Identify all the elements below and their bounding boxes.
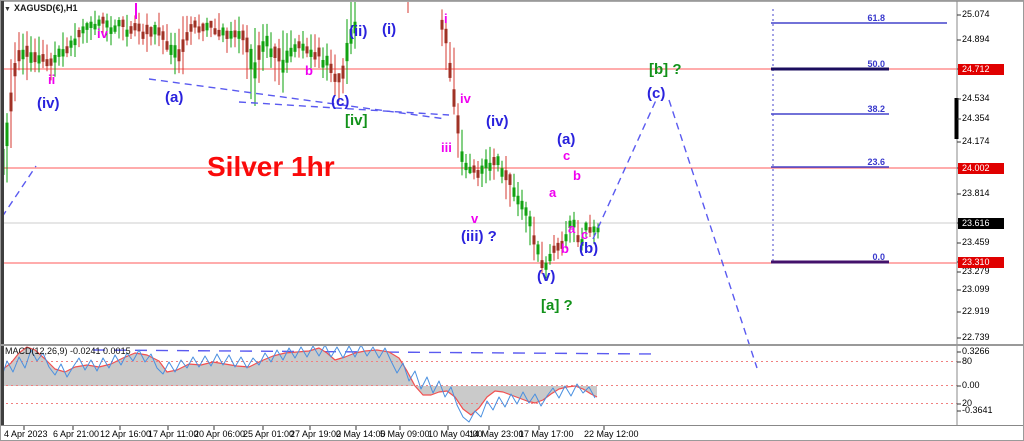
chart-title-text: XAGUSD(€),H1 <box>13 3 78 13</box>
candlesticks <box>1 2 600 279</box>
wave-label-magenta: b <box>305 63 313 78</box>
wave-label-magenta: b <box>561 241 569 256</box>
fib-level-label: 0.0 <box>872 252 885 262</box>
time-axis-label: 22 May 12:00 <box>584 429 639 439</box>
axis-price-label: 20 <box>962 398 973 408</box>
axis-price-label: 24.894 <box>962 34 990 44</box>
left-border <box>1 1 4 425</box>
time-axis-label: 10 May 04:00 <box>428 429 483 439</box>
axis-price-label: 23.279 <box>962 266 990 276</box>
price-badge-red: 24.712 <box>958 64 1004 75</box>
axis-price-label: 24.174 <box>962 136 990 146</box>
wave-label-blue: (a) <box>557 131 576 148</box>
axis-price-label: 24.354 <box>962 113 990 123</box>
wave-label-blue: (iv) <box>486 113 509 130</box>
axis-price-label: 22.919 <box>962 306 990 316</box>
time-axis-label: 2 May 14:00 <box>336 429 386 439</box>
time-axis-label: 5 May 09:00 <box>380 429 430 439</box>
panel-separator <box>1 344 1023 346</box>
top-border <box>1 1 1023 2</box>
wave-label-blue: (a) <box>165 89 184 106</box>
wave-label-magenta: c <box>563 148 571 163</box>
trendline-dashed <box>668 99 758 369</box>
wave-label-blue: (iii) ? <box>461 228 497 245</box>
axis-price-label: 23.814 <box>962 188 990 198</box>
wave-label-magenta: a <box>549 185 557 200</box>
symbol-dropdown-caret-icon[interactable]: ▼ <box>4 6 11 13</box>
wave-label-green: [b] ? <box>649 61 682 78</box>
trendline-dashed <box>1 165 37 218</box>
wave-label-blue: (c) <box>647 85 666 102</box>
fib-level-label: 50.0 <box>867 59 885 69</box>
time-axis-label: 17 May 17:00 <box>519 429 574 439</box>
time-axis-label: 27 Apr 19:00 <box>290 429 342 439</box>
wave-label-magenta: i <box>444 11 448 26</box>
watermark-text: Silver 1hr <box>207 151 335 182</box>
wave-label-magenta: c <box>581 227 589 242</box>
wave-label-blue: (iv) <box>37 95 60 112</box>
wave-label-blue: (b) <box>579 240 599 257</box>
axis-price-label: 22.739 <box>962 332 990 342</box>
time-axis-label: 6 Apr 21:00 <box>53 429 100 439</box>
wave-label-green: [a] ? <box>541 297 573 314</box>
axis-price-label: 23.459 <box>962 237 990 247</box>
indicator-label: MACD(12,26,9) -0.0241 0.0015 <box>5 346 131 356</box>
wave-label-magenta: iv <box>460 91 471 106</box>
wave-label-green: [iv] <box>345 112 368 129</box>
price-badge-black: 23.616 <box>958 218 1004 229</box>
axis-price-label: 25.074 <box>962 9 990 19</box>
time-axis-label: 14 May 23:00 <box>469 429 524 439</box>
time-axis-label: 12 Apr 16:00 <box>100 429 152 439</box>
macd-signal-line <box>2 346 598 416</box>
wave-label-blue: (ii) <box>349 23 368 40</box>
wave-label-blue: (c) <box>331 93 350 110</box>
wave-label-magenta: ii <box>48 72 56 87</box>
wave-label-blue: (v) <box>537 268 556 285</box>
time-axis-label: 20 Apr 06:00 <box>194 429 246 439</box>
wave-label-magenta: v <box>471 211 479 226</box>
time-axis-label: 17 Apr 11:00 <box>148 429 199 439</box>
wave-label-magenta: a <box>568 221 576 236</box>
time-axis-label: 25 Apr 01:00 <box>243 429 295 439</box>
axis-price-label: 0.00 <box>962 380 980 390</box>
axis-price-label: -0.3641 <box>962 405 993 415</box>
wave-label-blue: (i) <box>382 21 397 38</box>
axis-price-label: 0.3266 <box>962 346 990 356</box>
price-badge-red: 24.002 <box>958 163 1004 174</box>
fib-level-label: 23.6 <box>867 157 885 167</box>
fib-level-label: 61.8 <box>867 13 885 23</box>
axis-price-label: 23.099 <box>962 284 990 294</box>
price-badge-red: 23.310 <box>958 257 1004 268</box>
axis-price-label: 80 <box>962 356 973 366</box>
wave-label-magenta: iv <box>97 26 108 41</box>
trendline-dashed <box>148 78 447 120</box>
wave-label-magenta: iii <box>441 140 452 155</box>
trendline-dashed <box>592 97 658 240</box>
macd-fast-line <box>2 344 596 423</box>
time-axis-label: 4 Apr 2023 <box>4 429 48 439</box>
price-axis-scrollbar-thumb[interactable] <box>954 98 959 139</box>
fib-level-label: 38.2 <box>867 104 885 114</box>
axis-price-label: 24.534 <box>962 93 990 103</box>
macd-histogram-fill <box>3 347 597 415</box>
wave-label-magenta: b <box>573 168 581 183</box>
chart-title: ▼ XAGUSD(€),H1 <box>4 3 78 14</box>
